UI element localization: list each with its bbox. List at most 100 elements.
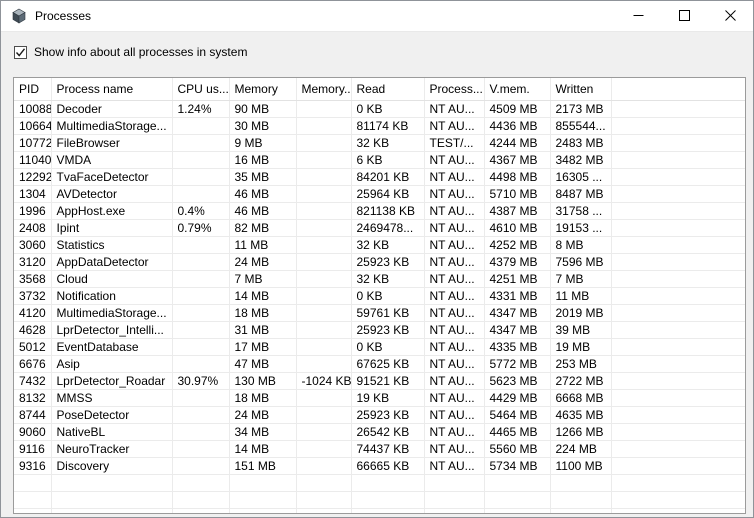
cell: NT AU... xyxy=(424,372,485,390)
window-title: Processes xyxy=(35,9,92,23)
cell: TvaFaceDetector xyxy=(51,168,173,186)
cell xyxy=(172,270,230,288)
cell: EventDatabase xyxy=(51,338,173,356)
cell: 4635 MB xyxy=(550,406,612,424)
table-row[interactable]: 9060 NativeBL 34 MB 26542 KB NT AU... 4465 MB… xyxy=(14,423,745,441)
table-row[interactable]: 6676 Asip 47 MB 67625 KB NT AU... 5772 MB 253 … xyxy=(14,355,745,373)
empty-cell xyxy=(611,508,745,513)
column-header[interactable]: CPU us... xyxy=(172,77,230,101)
cell: 9316 xyxy=(14,457,52,475)
empty-cell xyxy=(296,508,352,513)
show-all-processes-checkbox[interactable]: Show info about all processes in system xyxy=(14,45,247,59)
cell-filler xyxy=(611,100,745,118)
cell: 35 MB xyxy=(229,168,297,186)
cell: AppHost.exe xyxy=(51,202,173,220)
table-row[interactable]: 1996 AppHost.exe 0.4% 46 MB 821138 KB NT AU..… xyxy=(14,202,745,220)
cell: AVDetector xyxy=(51,185,173,203)
empty-cell xyxy=(229,491,297,509)
cell: 18 MB xyxy=(229,304,297,322)
table-row[interactable]: 12292 TvaFaceDetector 35 MB 84201 KB NT AU..… xyxy=(14,168,745,186)
close-button[interactable] xyxy=(707,1,753,31)
cell: 7596 MB xyxy=(550,253,612,271)
cell: 18 MB xyxy=(229,389,297,407)
cell: NT AU... xyxy=(424,236,485,254)
column-header[interactable]: V.mem. xyxy=(484,77,551,101)
cell: 9 MB xyxy=(229,134,297,152)
cell: 8 MB xyxy=(550,236,612,254)
cell: 4347 MB xyxy=(484,304,551,322)
cell: 10664 xyxy=(14,117,52,135)
minimize-icon xyxy=(633,9,644,24)
cell: 253 MB xyxy=(550,355,612,373)
cell: -1024 KB xyxy=(296,372,352,390)
cell xyxy=(296,423,352,441)
table-row[interactable]: 10088 Decoder 1.24% 90 MB 0 KB NT AU... 4509 M… xyxy=(14,100,745,118)
checkbox-icon[interactable] xyxy=(14,45,27,59)
cell: MMSS xyxy=(51,389,173,407)
table-row[interactable]: 3060 Statistics 11 MB 32 KB NT AU... 4252 MB 8… xyxy=(14,236,745,254)
cell xyxy=(296,185,352,203)
table-row[interactable]: 4120 MultimediaStorage... 18 MB 59761 KB NT … xyxy=(14,304,745,322)
table-row[interactable]: 10664 MultimediaStorage... 30 MB 81174 KB NT… xyxy=(14,117,745,135)
cell xyxy=(296,100,352,118)
cell: NT AU... xyxy=(424,100,485,118)
cell: 16305 ... xyxy=(550,168,612,186)
cell: 4367 MB xyxy=(484,151,551,169)
cell-filler xyxy=(611,304,745,322)
cell-filler xyxy=(611,185,745,203)
table-row[interactable]: 3568 Cloud 7 MB 32 KB NT AU... 4251 MB 7 MB xyxy=(14,270,745,288)
cell: 11040 xyxy=(14,151,52,169)
cell xyxy=(172,338,230,356)
cell: 7 MB xyxy=(550,270,612,288)
cell xyxy=(296,219,352,237)
table-row[interactable]: 9116 NeuroTracker 14 MB 74437 KB NT AU... 556… xyxy=(14,440,745,458)
table-row[interactable]: 11040 VMDA 16 MB 6 KB NT AU... 4367 MB 3482 MB xyxy=(14,151,745,169)
cell: 130 MB xyxy=(229,372,297,390)
table-row[interactable]: 8132 MMSS 18 MB 19 KB NT AU... 4429 MB 6668 MB xyxy=(14,389,745,407)
cell: 4331 MB xyxy=(484,287,551,305)
cell: MultimediaStorage... xyxy=(51,117,173,135)
empty-cell xyxy=(296,474,352,492)
titlebar[interactable]: Processes xyxy=(1,1,753,32)
cell xyxy=(296,355,352,373)
column-header[interactable]: PID xyxy=(14,77,52,101)
column-header[interactable]: Written xyxy=(550,77,612,101)
cell: 0.79% xyxy=(172,219,230,237)
empty-cell xyxy=(611,474,745,492)
table-row[interactable]: 1304 AVDetector 46 MB 25964 KB NT AU... 5710 … xyxy=(14,185,745,203)
maximize-button[interactable] xyxy=(661,1,707,31)
cell: NT AU... xyxy=(424,287,485,305)
close-icon xyxy=(724,9,736,24)
cell: 10088 xyxy=(14,100,52,118)
column-header[interactable]: Process... xyxy=(424,77,485,101)
table-row[interactable]: 7432 LprDetector_Roadar 30.97% 130 MB -1024 … xyxy=(14,372,745,390)
table-row[interactable]: 4628 LprDetector_Intelli... 31 MB 25923 KB N… xyxy=(14,321,745,339)
column-header[interactable]: Read xyxy=(351,77,425,101)
table-row[interactable]: 9316 Discovery 151 MB 66665 KB NT AU... 5734 … xyxy=(14,457,745,475)
table-row[interactable]: 10772 FileBrowser 9 MB 32 KB TEST/... 4244 MB… xyxy=(14,134,745,152)
table-row[interactable]: 2408 Ipint 0.79% 82 MB 2469478... NT AU... 461… xyxy=(14,219,745,237)
empty-cell xyxy=(51,474,173,492)
table-row[interactable]: 3120 AppDataDetector 24 MB 25923 KB NT AU...… xyxy=(14,253,745,271)
table-row[interactable]: 8744 PoseDetector 24 MB 25923 KB NT AU... 546… xyxy=(14,406,745,424)
table-row[interactable]: 3732 Notification 14 MB 0 KB NT AU... 4331 MB… xyxy=(14,287,745,305)
cell: 46 MB xyxy=(229,202,297,220)
cell: 74437 KB xyxy=(351,440,425,458)
cell xyxy=(296,134,352,152)
column-header[interactable]: Process name xyxy=(51,77,173,101)
cell: 9116 xyxy=(14,440,52,458)
empty-cell xyxy=(424,474,485,492)
table-row[interactable]: 5012 EventDatabase 17 MB 0 KB NT AU... 4335 M… xyxy=(14,338,745,356)
cell: 32 KB xyxy=(351,270,425,288)
column-header[interactable]: Memory... xyxy=(296,77,352,101)
cell: 2722 MB xyxy=(550,372,612,390)
empty-cell xyxy=(51,491,173,509)
cell xyxy=(172,321,230,339)
column-header[interactable]: Memory xyxy=(229,77,297,101)
cell xyxy=(296,321,352,339)
process-table[interactable]: PID Process name CPU us... Memory Memory... R… xyxy=(13,76,746,514)
cell: 1304 xyxy=(14,185,52,203)
cell xyxy=(172,457,230,475)
cell xyxy=(296,151,352,169)
minimize-button[interactable] xyxy=(615,1,661,31)
